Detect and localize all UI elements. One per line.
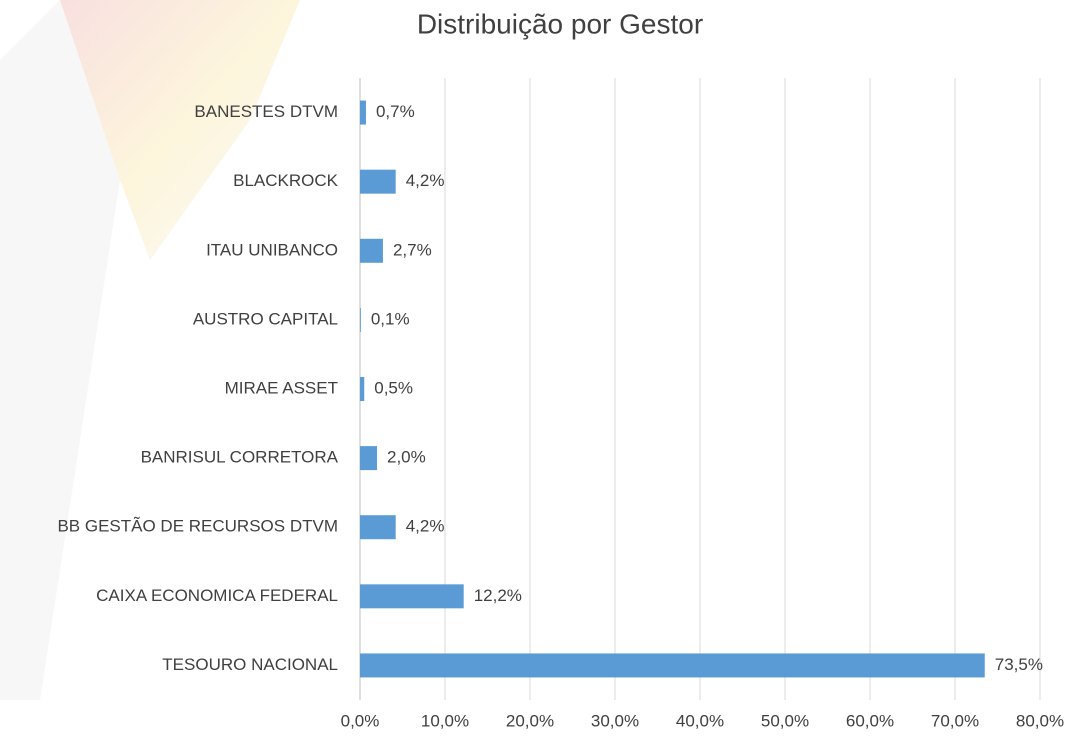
value-label: 12,2% (474, 586, 522, 605)
y-tick-label: TESOURO NACIONAL (162, 655, 338, 674)
value-label: 0,5% (374, 378, 413, 397)
x-tick-label: 50,0% (761, 711, 809, 730)
y-tick-label: MIRAE ASSET (225, 378, 338, 397)
value-label: 0,1% (371, 309, 410, 328)
x-tick-label: 10,0% (421, 711, 469, 730)
y-tick-label: AUSTRO CAPITAL (193, 309, 338, 328)
bar (360, 238, 383, 263)
bar (360, 307, 361, 332)
bar (360, 584, 464, 609)
y-tick-label: ITAU UNIBANCO (206, 240, 338, 259)
y-tick-label: BB GESTÃO DE RECURSOS DTVM (57, 517, 338, 536)
bar (360, 100, 366, 125)
x-tick-label: 60,0% (846, 711, 894, 730)
y-tick-label: BLACKROCK (233, 171, 339, 190)
x-tick-label: 70,0% (931, 711, 979, 730)
y-tick-label: CAIXA ECONOMICA FEDERAL (96, 586, 338, 605)
value-label: 73,5% (995, 655, 1043, 674)
x-tick-label: 0,0% (341, 711, 380, 730)
y-tick-label: BANRISUL CORRETORA (141, 448, 339, 467)
watermark (0, 0, 120, 700)
bar (360, 446, 377, 471)
value-label: 2,0% (387, 448, 426, 467)
value-label: 0,7% (376, 102, 415, 121)
x-tick-label: 80,0% (1016, 711, 1064, 730)
x-tick-label: 40,0% (676, 711, 724, 730)
value-label: 4,2% (406, 171, 445, 190)
bar (360, 377, 365, 401)
bar (360, 515, 396, 540)
y-tick-label: BANESTES DTVM (194, 102, 338, 121)
watermark (60, 0, 300, 260)
bar (360, 169, 396, 194)
x-tick-label: 30,0% (591, 711, 639, 730)
value-label: 4,2% (406, 517, 445, 536)
x-tick-label: 20,0% (506, 711, 554, 730)
chart-title: Distribuição por Gestor (417, 8, 703, 39)
bar (360, 653, 985, 678)
value-label: 2,7% (393, 240, 432, 259)
